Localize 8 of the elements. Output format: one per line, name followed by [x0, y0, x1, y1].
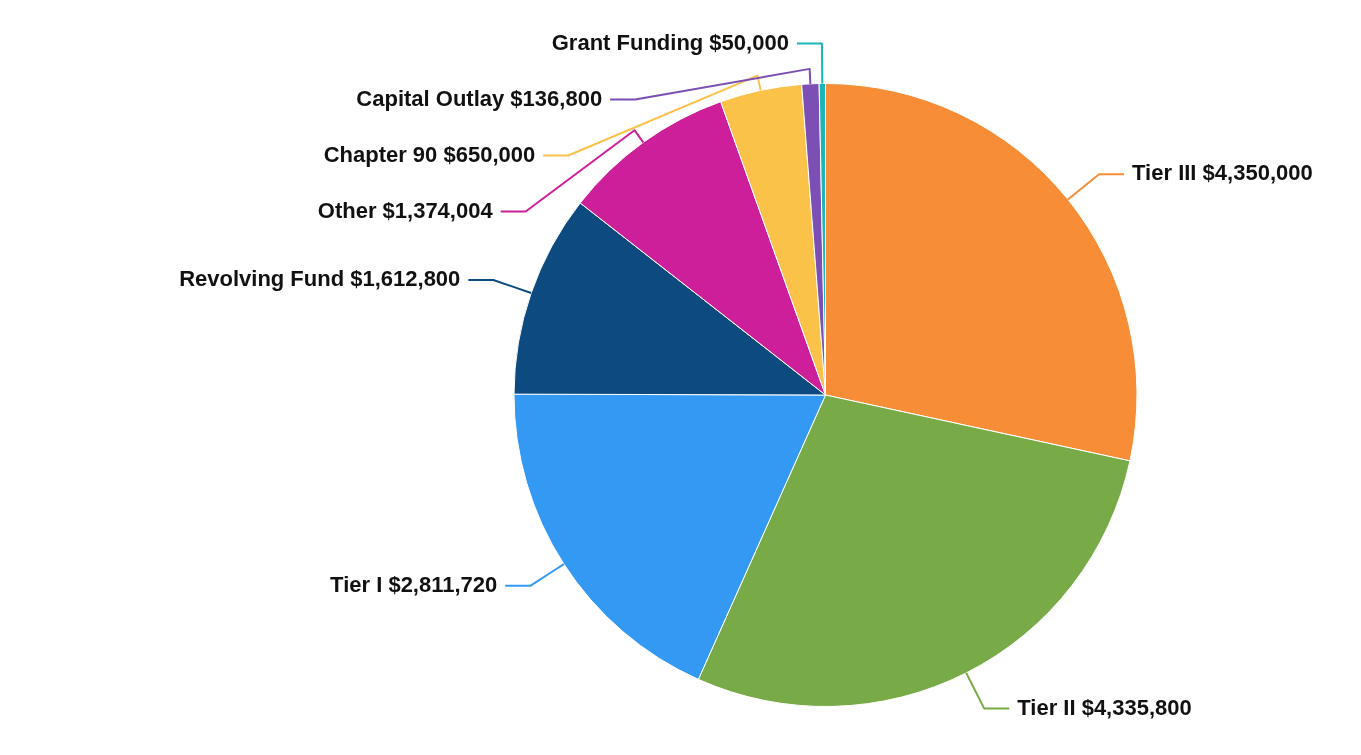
- slice-label: Other $1,374,004: [317, 197, 494, 223]
- slice-label: Tier II $4,335,800: [1017, 694, 1192, 720]
- slice-label: Grant Funding $50,000: [551, 29, 789, 55]
- slice-label: Chapter 90 $650,000: [323, 141, 536, 167]
- slice-label: Tier I $2,811,720: [330, 571, 498, 597]
- slice-label: Capital Outlay $136,800: [356, 85, 603, 111]
- slice-label: Tier III $4,350,000: [1132, 160, 1313, 186]
- slice-label: Revolving Fund $1,612,800: [179, 266, 461, 292]
